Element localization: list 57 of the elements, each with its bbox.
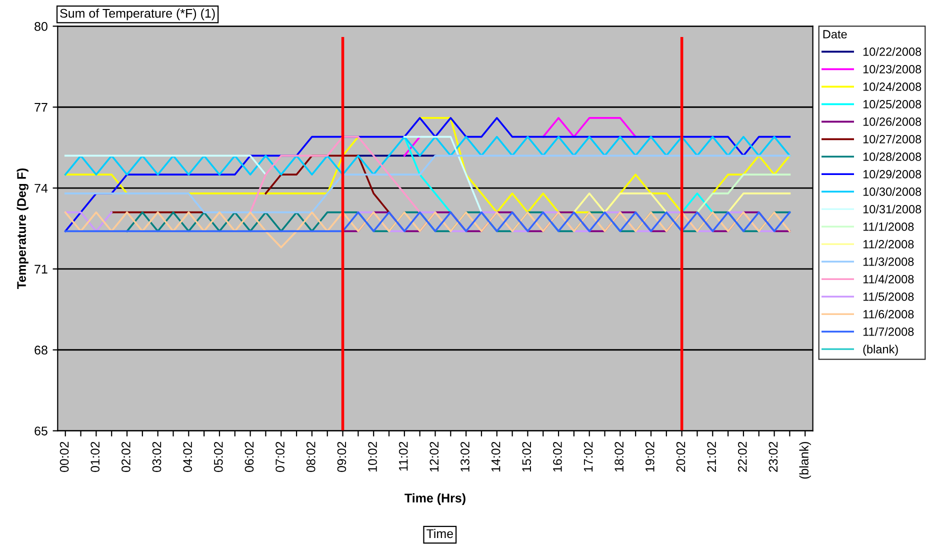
- x-tick-label: 13:02: [460, 442, 470, 472]
- y-tick-label: 80: [34, 22, 48, 31]
- x-tick-label: 17:02: [584, 442, 593, 472]
- x-tick-label: 00:02: [60, 442, 69, 472]
- legend-title: Date: [823, 30, 847, 38]
- x-tick-label: 20:02: [676, 442, 686, 472]
- x-tick-label: 19:02: [646, 442, 654, 472]
- legend-label: 10/31/2008: [863, 204, 922, 214]
- x-tick-label: 08:02: [306, 442, 316, 472]
- x-tick-label: 16:02: [553, 442, 562, 472]
- x-tick-label: 14:02: [491, 442, 500, 472]
- line-series: [249, 136, 421, 214]
- line-series: [64, 117, 791, 232]
- x-tick-label: 21:02: [707, 442, 716, 472]
- legend-label: 10/27/2008: [863, 134, 922, 144]
- x-axis-title: Time (Hrs): [404, 493, 466, 505]
- legend-label: 10/30/2008: [863, 187, 922, 196]
- legend-label: 11/2/2008: [863, 240, 914, 248]
- x-tick-label: 10:02: [368, 442, 377, 472]
- legend-label: 10/23/2008: [863, 64, 922, 74]
- legend-label: 10/29/2008: [863, 170, 922, 178]
- legend-label: 11/5/2008: [863, 292, 914, 301]
- legend-label: 11/1/2008: [863, 222, 914, 231]
- x-tick-label: 18:02: [614, 442, 624, 472]
- x-tick-label: 23:02: [768, 442, 778, 472]
- y-axis-title: Temperature (Deg F): [16, 168, 28, 290]
- legend-label: 11/7/2008: [863, 327, 914, 336]
- x-tick-label: (blank): [799, 442, 811, 479]
- text: Sum of Temperature (*F) (1): [60, 8, 215, 20]
- x-tick-label: 02:02: [122, 442, 130, 472]
- legend-label: 10/22/2008: [863, 47, 922, 56]
- x-tick-label: 07:02: [276, 442, 284, 472]
- legend-label: 11/6/2008: [863, 310, 914, 318]
- legend-label: 10/25/2008: [863, 100, 922, 108]
- legend-label: 10/24/2008: [863, 82, 922, 91]
- x-tick-label: 03:02: [152, 442, 162, 472]
- x-tick-label: 06:02: [244, 442, 254, 472]
- y-tick-label: 74: [34, 184, 48, 193]
- y-tick-label: 68: [34, 346, 48, 355]
- legend-label: 10/26/2008: [863, 117, 922, 126]
- y-tick-label: 77: [34, 103, 48, 112]
- text: Time: [426, 528, 453, 538]
- x-tick-label: 05:02: [214, 442, 223, 472]
- x-tick-label: 22:02: [738, 442, 747, 472]
- x-tick-label: 15:02: [522, 442, 532, 472]
- legend-label: 11/3/2008: [863, 257, 914, 266]
- x-tick-label: 01:02: [90, 442, 100, 472]
- legend-label: 11/4/2008: [863, 274, 914, 284]
- legend-label: 10/28/2008: [863, 152, 922, 161]
- legend-label: (blank): [863, 344, 898, 356]
- x-tick-label: 09:02: [337, 442, 346, 472]
- x-tick-label: 12:02: [430, 442, 439, 472]
- x-tick-label: 04:02: [183, 442, 192, 472]
- line-series: [64, 154, 791, 214]
- x-tick-label: 11:02: [398, 442, 408, 471]
- y-tick-label: 71: [34, 264, 48, 274]
- y-tick-label: 65: [34, 426, 48, 436]
